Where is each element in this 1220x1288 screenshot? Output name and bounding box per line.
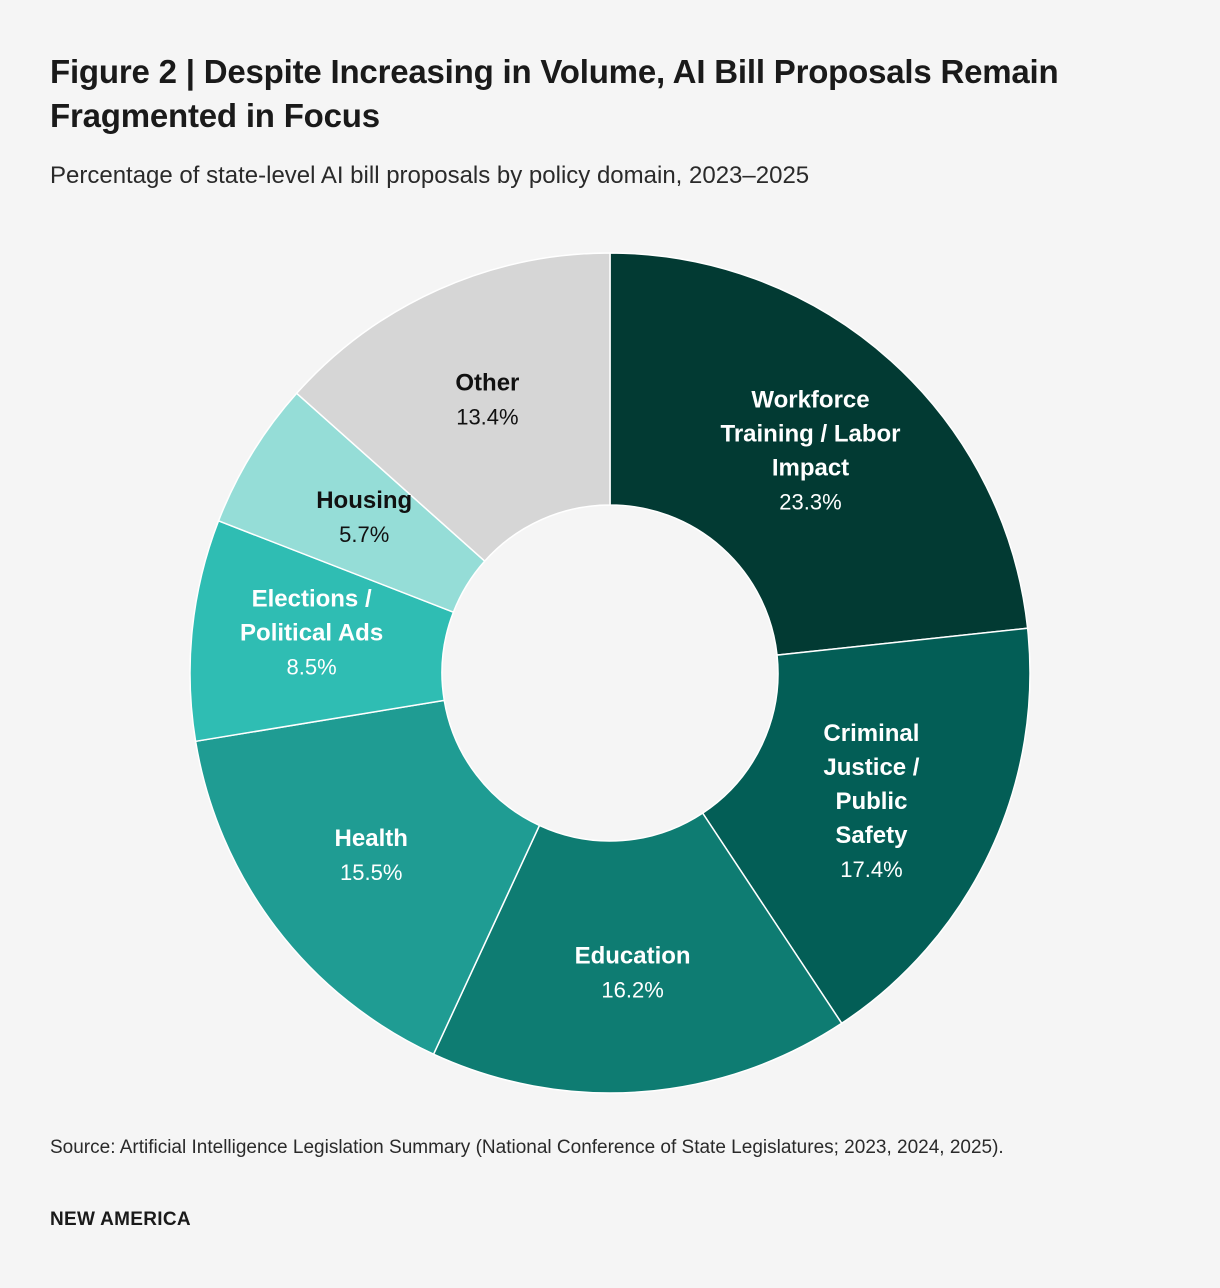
- slice-label: Workforce: [751, 386, 869, 413]
- slice-label: Safety: [835, 822, 908, 849]
- donut-slices: [189, 252, 1031, 1094]
- slice-label: Other: [455, 370, 519, 397]
- slice-value-label: 23.3%: [779, 489, 841, 514]
- donut-slice: [194, 699, 541, 1056]
- slice-value-label: 17.4%: [840, 857, 902, 882]
- slice-label: Public: [835, 788, 907, 815]
- slice-value-label: 8.5%: [287, 654, 337, 679]
- slice-label: Impact: [772, 454, 849, 481]
- slice-value-label: 15.5%: [340, 860, 402, 885]
- slice-value-label: 13.4%: [456, 405, 518, 430]
- slice-label: Justice /: [823, 754, 919, 781]
- slice-label: Training / Labor: [720, 420, 900, 447]
- slice-label: Education: [575, 943, 691, 970]
- brand-logo-text: NEW AMERICA: [50, 1209, 191, 1230]
- donut-slice: [432, 812, 843, 1094]
- slice-label: Health: [335, 825, 408, 852]
- slice-value-label: 5.7%: [339, 522, 389, 547]
- donut-slice: [609, 252, 1029, 656]
- slice-label: Housing: [316, 487, 412, 514]
- slice-label: Criminal: [823, 720, 919, 747]
- chart-subtitle: Percentage of state-level AI bill propos…: [50, 162, 810, 189]
- donut-labels: Workforce Training / Labor Impact 23.3% Crim…: [240, 370, 920, 1003]
- source-note: Source: Artificial Intelligence Legislat…: [50, 1137, 1004, 1158]
- slice-label: Political Ads: [240, 619, 383, 646]
- donut-slice: [189, 519, 455, 743]
- donut-slice: [295, 252, 611, 563]
- donut-slice: [701, 627, 1031, 1025]
- chart-title: Figure 2 | Despite Increasing in Volume,…: [50, 53, 1059, 134]
- slice-value-label: 16.2%: [601, 978, 663, 1003]
- slice-label: Elections /: [252, 585, 372, 612]
